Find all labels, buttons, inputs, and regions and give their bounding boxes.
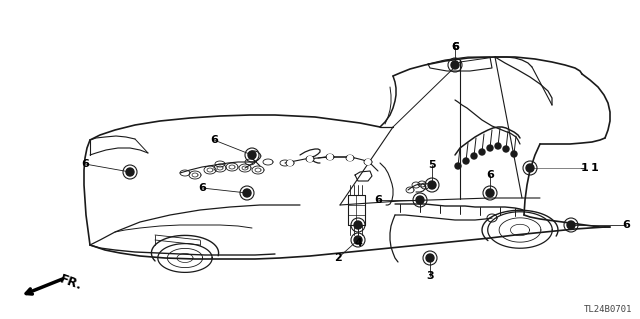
- Circle shape: [495, 143, 501, 149]
- Text: 6: 6: [81, 159, 89, 169]
- Circle shape: [487, 145, 493, 151]
- Circle shape: [287, 160, 292, 166]
- Circle shape: [126, 168, 134, 176]
- Circle shape: [307, 157, 312, 161]
- Text: 3: 3: [426, 271, 434, 281]
- Circle shape: [348, 155, 353, 160]
- Circle shape: [243, 189, 251, 197]
- Text: 6: 6: [198, 183, 206, 193]
- Circle shape: [567, 221, 575, 229]
- Text: 6: 6: [451, 42, 459, 52]
- Circle shape: [426, 254, 434, 262]
- Text: 2: 2: [334, 253, 342, 263]
- Circle shape: [479, 149, 485, 155]
- Text: 1: 1: [591, 163, 599, 173]
- Text: TL24B0701: TL24B0701: [584, 305, 632, 314]
- Circle shape: [503, 146, 509, 152]
- Circle shape: [463, 158, 469, 164]
- Text: FR.: FR.: [58, 273, 84, 293]
- Circle shape: [365, 160, 371, 165]
- Text: 6: 6: [451, 42, 459, 52]
- Circle shape: [486, 189, 494, 197]
- Circle shape: [526, 164, 534, 172]
- Circle shape: [451, 61, 459, 69]
- Text: 6: 6: [486, 170, 494, 180]
- Circle shape: [248, 151, 256, 159]
- Circle shape: [328, 154, 333, 160]
- Circle shape: [455, 163, 461, 169]
- Text: 5: 5: [428, 160, 436, 170]
- Circle shape: [511, 151, 517, 157]
- Circle shape: [416, 196, 424, 204]
- Circle shape: [471, 153, 477, 159]
- Text: 6: 6: [210, 135, 218, 145]
- Circle shape: [428, 181, 436, 189]
- Circle shape: [354, 221, 362, 229]
- Text: 4: 4: [354, 238, 362, 248]
- Circle shape: [354, 236, 362, 244]
- Text: 6: 6: [622, 220, 630, 230]
- Text: 1: 1: [581, 163, 589, 173]
- Text: 6: 6: [374, 195, 382, 205]
